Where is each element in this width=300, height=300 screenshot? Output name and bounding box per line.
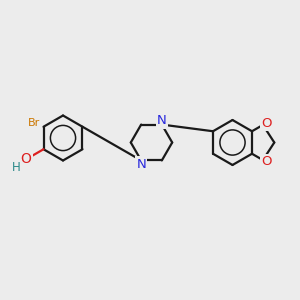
- Text: Br: Br: [28, 118, 40, 128]
- Text: O: O: [262, 155, 272, 168]
- Text: H: H: [12, 160, 21, 174]
- Text: N: N: [136, 158, 146, 170]
- Text: O: O: [262, 117, 272, 130]
- Text: O: O: [21, 152, 32, 166]
- Text: N: N: [157, 115, 167, 128]
